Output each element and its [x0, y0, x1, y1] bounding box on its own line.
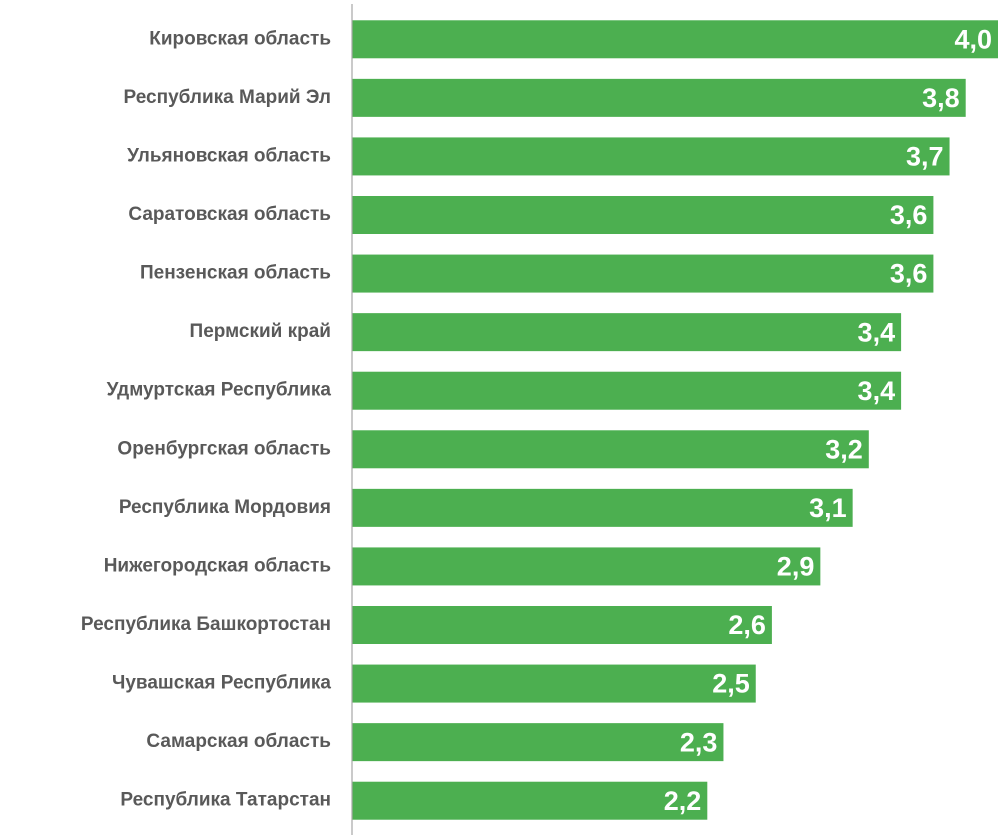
bar	[352, 606, 772, 644]
category-label: Нижегородская область	[104, 555, 331, 576]
bar	[352, 430, 869, 469]
value-label: 3,7	[906, 142, 944, 172]
category-label: Ульяновская область	[127, 145, 331, 166]
value-label: 3,4	[858, 376, 896, 406]
category-labels-group: Кировская область Республика Марий Эл Улья…	[81, 28, 332, 810]
value-label: 2,9	[777, 552, 815, 582]
bar	[352, 313, 902, 352]
category-label: Республика Мордовия	[119, 497, 331, 518]
bar	[352, 723, 724, 762]
category-label: Пензенская область	[140, 263, 331, 284]
value-label: 3,2	[825, 434, 863, 464]
bar	[352, 254, 934, 293]
category-label: Пермский край	[190, 321, 331, 342]
value-label: 2,6	[728, 610, 766, 640]
bar	[352, 371, 902, 410]
category-label: Кировская область	[149, 28, 331, 49]
category-label: Чувашская Республика	[112, 673, 331, 694]
bar	[352, 196, 934, 234]
bar	[352, 547, 821, 586]
bar	[352, 78, 966, 117]
value-label: 2,2	[664, 786, 702, 816]
bar	[352, 664, 756, 703]
category-label: Республика Башкортостан	[81, 614, 331, 635]
value-label: 3,6	[890, 259, 928, 289]
bar	[352, 488, 853, 527]
category-label: Самарская область	[146, 731, 331, 752]
value-label: 4,0	[954, 24, 992, 54]
bar	[352, 20, 998, 59]
value-labels-group: 4,0 3,8 3,7 3,6 3,6 3,4 3,4 3,2 3,1 2,9 2,6 2,5 2,3 2…	[664, 24, 992, 815]
category-label: Удмуртская Республика	[107, 380, 332, 401]
value-label: 3,8	[922, 83, 960, 113]
category-label: Республика Татарстан	[120, 790, 331, 811]
category-label: Саратовская область	[128, 204, 331, 225]
category-label: Республика Марий Эл	[124, 87, 331, 108]
bar	[352, 781, 708, 820]
category-label: Оренбургская область	[117, 438, 331, 459]
bars-group	[352, 20, 998, 820]
value-label: 3,1	[809, 493, 847, 523]
value-label: 3,4	[858, 317, 896, 347]
value-label: 2,3	[680, 727, 718, 757]
value-label: 2,5	[712, 669, 750, 699]
value-label: 3,6	[890, 200, 928, 230]
bar	[352, 137, 950, 176]
